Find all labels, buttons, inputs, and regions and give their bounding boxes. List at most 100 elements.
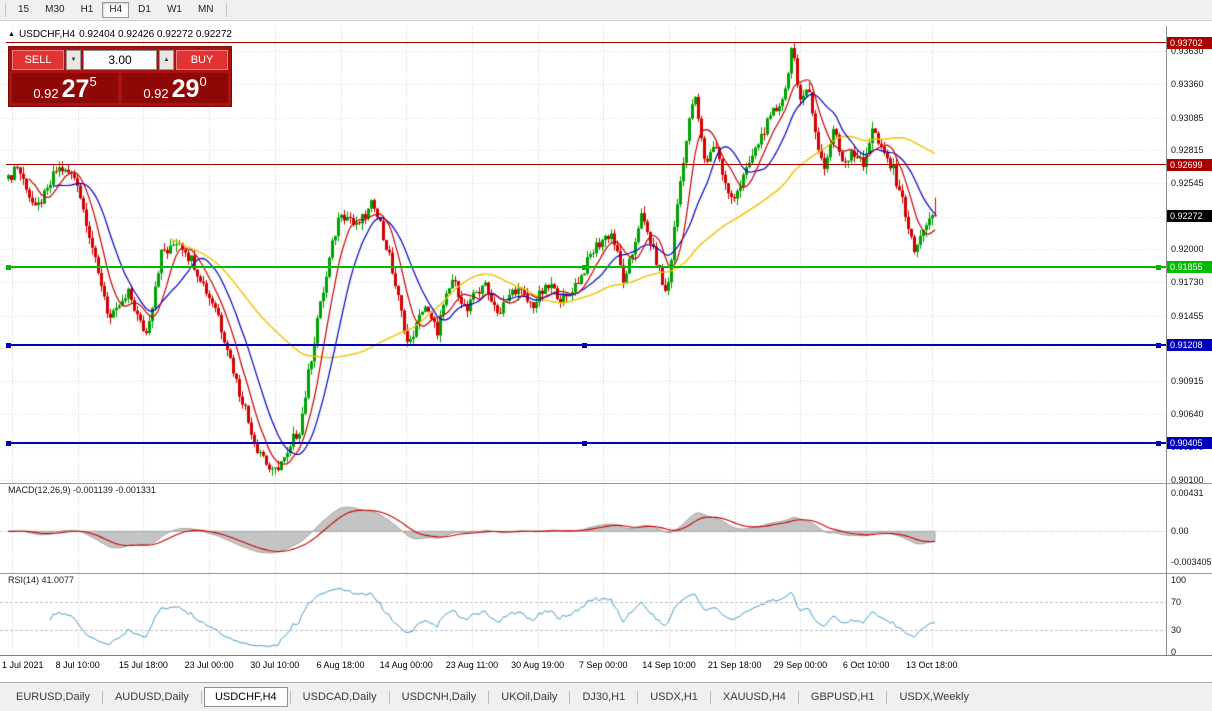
ask-big-figure: 0.92 [143, 86, 169, 101]
chart-tab-dj30-h1[interactable]: DJ30,H1 [582, 691, 626, 703]
bid-pipette: 5 [89, 74, 97, 89]
bid-pips: 27 [61, 75, 90, 103]
time-axis-label: 1 Jul 2021 [2, 660, 44, 670]
tab-separator [886, 690, 888, 704]
volume-increase-button[interactable]: ▲ [159, 50, 174, 70]
time-axis-label: 15 Jul 18:00 [118, 660, 168, 670]
time-axis-label: 6 Aug 18:00 [316, 660, 365, 670]
rsi-axis-label: 30 [1171, 625, 1182, 636]
line-handle[interactable] [1156, 440, 1161, 446]
bid-price-display: 0.92 27 5 [12, 73, 118, 103]
chart-tab-usdx-h1[interactable]: USDX,H1 [650, 691, 698, 703]
line-handle[interactable] [1156, 343, 1161, 349]
time-axis-label: 29 Sep 00:00 [773, 660, 828, 670]
period-button-h4[interactable]: H4 [102, 2, 130, 18]
current-price-badge: 0.92272 [1167, 210, 1212, 223]
price-axis-label: 0.90100 [1171, 475, 1204, 485]
line-handle[interactable] [6, 440, 11, 446]
time-axis-label: 14 Sep 10:00 [642, 660, 696, 670]
rsi-axis-label: 0 [1171, 647, 1177, 657]
rsi-axis-label: 100 [1171, 575, 1187, 585]
price-axis-label: 0.91730 [1171, 277, 1204, 288]
line-handle[interactable] [582, 264, 587, 270]
period-button-15[interactable]: 15 [11, 2, 36, 18]
chart-tab-gbpusd-h1[interactable]: GBPUSD,H1 [810, 691, 875, 703]
tab-separator [289, 690, 291, 704]
time-axis[interactable]: 1 Jul 2021 8 Jul 10:00 15 Jul 18:00 23 Jul … [0, 656, 1167, 682]
price-axis-separator [1166, 26, 1167, 655]
time-axis-label: 23 Jul 00:00 [184, 660, 234, 670]
rsi-pane-divider[interactable] [0, 573, 1212, 574]
price-axis-label: 0.92815 [1171, 145, 1204, 156]
price-badge: 0.92699 [1167, 158, 1212, 171]
chart-tab-eurusd-daily[interactable]: EURUSD,Daily [16, 691, 90, 703]
volume-down-icon: ▼ [70, 57, 77, 63]
volume-decrease-button[interactable]: ▼ [66, 50, 81, 70]
line-handle[interactable] [1156, 264, 1161, 270]
tab-separator [200, 690, 202, 704]
price-badge: 0.93702 [1167, 36, 1212, 49]
ask-pipette: 0 [199, 74, 207, 89]
chart-tab-usdchf-h4[interactable]: USDCHF,H4 [203, 687, 288, 707]
toolbar-separator [5, 3, 6, 17]
bid-big-figure: 0.92 [33, 86, 59, 101]
price-axis-label: 0.91455 [1171, 310, 1204, 321]
line-handle[interactable] [582, 343, 587, 349]
chart-marker-icon: ▲ [8, 31, 15, 38]
tab-separator [388, 690, 390, 704]
chart-tab-bar: EURUSD,Daily AUDUSD,Daily USDCHF,H4 USDCAD,… [0, 682, 1212, 711]
rsi-axis-label: 70 [1171, 596, 1182, 607]
price-axis-label: 0.93085 [1171, 112, 1204, 123]
symbol-ohlc-label: ▲ USDCHF,H4 0.92404 0.92426 0.92272 0.92… [8, 29, 232, 40]
chart-tab-usdcnh-daily[interactable]: USDCNH,Daily [401, 691, 477, 703]
volume-up-icon: ▲ [163, 57, 170, 63]
line-handle[interactable] [6, 343, 11, 349]
chart-tab-usdcad-daily[interactable]: USDCAD,Daily [302, 691, 377, 703]
macd-pane-divider[interactable] [0, 483, 1212, 484]
ohlc-values: 0.92404 0.92426 0.92272 0.92272 [79, 29, 232, 40]
horizontal-line-0.93702[interactable] [6, 42, 1166, 44]
chart-tab-usdx-weekly[interactable]: USDX,Weekly [899, 691, 969, 703]
horizontal-line-0.92699[interactable] [6, 164, 1166, 165]
price-axis-label: 0.92545 [1171, 178, 1204, 189]
price-chart-canvas[interactable] [0, 26, 1167, 656]
price-badge: 0.91208 [1167, 339, 1212, 352]
period-button-d1[interactable]: D1 [131, 2, 158, 18]
price-badge: 0.90405 [1167, 436, 1212, 449]
tab-separator [709, 690, 711, 704]
period-button-mn[interactable]: MN [191, 2, 221, 18]
time-axis-divider [0, 655, 1212, 656]
time-axis-label: 8 Jul 10:00 [55, 660, 100, 670]
volume-input[interactable] [83, 50, 157, 70]
symbol-name: USDCHF,H4 [18, 29, 76, 40]
ask-pips: 29 [171, 75, 200, 103]
chart-tab-audusd-daily[interactable]: AUDUSD,Daily [114, 691, 189, 703]
tab-separator [797, 690, 799, 704]
period-button-h1[interactable]: H1 [74, 2, 101, 18]
sell-button[interactable]: SELL [12, 50, 64, 70]
macd-axis-label: 0.00431 [1171, 487, 1204, 498]
period-toolbar: 15 M30 H1 H4 D1 W1 MN [0, 0, 1212, 20]
rsi-indicator-label: RSI(14) 41.0077 [8, 575, 75, 585]
line-handle[interactable] [582, 440, 587, 446]
period-button-m30[interactable]: M30 [38, 2, 71, 18]
line-handle[interactable] [6, 264, 11, 270]
chart-tab-ukoil-daily[interactable]: UKOil,Daily [501, 691, 558, 703]
buy-button[interactable]: BUY [176, 50, 228, 70]
macd-indicator-label: MACD(12,26,9) -0.001139 -0.001331 [8, 485, 156, 495]
time-axis-label: 21 Sep 18:00 [707, 660, 762, 670]
toolbar-separator [225, 3, 227, 17]
period-button-w1[interactable]: W1 [160, 2, 189, 18]
chart-tab-xauusd-h4[interactable]: XAUUSD,H4 [722, 691, 786, 703]
time-axis-label: 30 Jul 10:00 [250, 660, 300, 670]
price-axis-label: 0.93360 [1171, 79, 1204, 90]
price-axis-label: 0.90915 [1171, 376, 1204, 387]
macd-axis-label: -0.003405 [1171, 556, 1212, 567]
tab-separator [488, 690, 490, 704]
time-axis-label: 7 Sep 00:00 [579, 660, 628, 670]
time-axis-label: 14 Aug 00:00 [379, 660, 433, 670]
tab-separator [637, 690, 639, 704]
